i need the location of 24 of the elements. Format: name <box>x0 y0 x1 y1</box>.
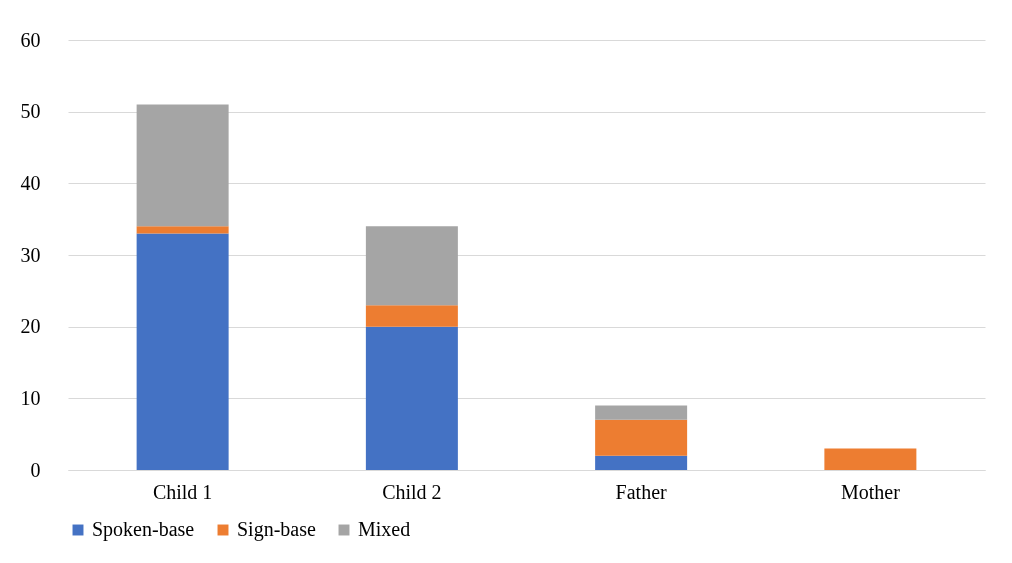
y-tick-label: 0 <box>30 458 41 481</box>
bar <box>595 455 688 470</box>
bar <box>595 405 688 420</box>
legend-label: Mixed <box>358 518 411 540</box>
y-tick-label: 30 <box>20 243 41 266</box>
y-tick-label: 60 <box>20 28 41 51</box>
y-tick-label: 40 <box>20 171 41 194</box>
legend-label: Sign-base <box>237 518 316 541</box>
y-tick-label: 10 <box>20 386 41 409</box>
x-tick-label: Father <box>615 480 668 503</box>
bar <box>136 226 229 234</box>
bar <box>136 233 229 470</box>
bar <box>365 226 458 306</box>
bar <box>824 448 917 470</box>
bar <box>136 104 229 227</box>
bar <box>595 419 688 456</box>
legend-label: Spoken-base <box>92 518 195 541</box>
bar <box>365 326 458 470</box>
y-tick-label: 50 <box>20 100 41 123</box>
x-tick-label: Mother <box>840 480 901 503</box>
bar <box>365 305 458 327</box>
x-tick-label: Child 2 <box>382 480 442 503</box>
x-tick-label: Child 1 <box>152 480 213 503</box>
y-tick-label: 20 <box>20 315 41 338</box>
